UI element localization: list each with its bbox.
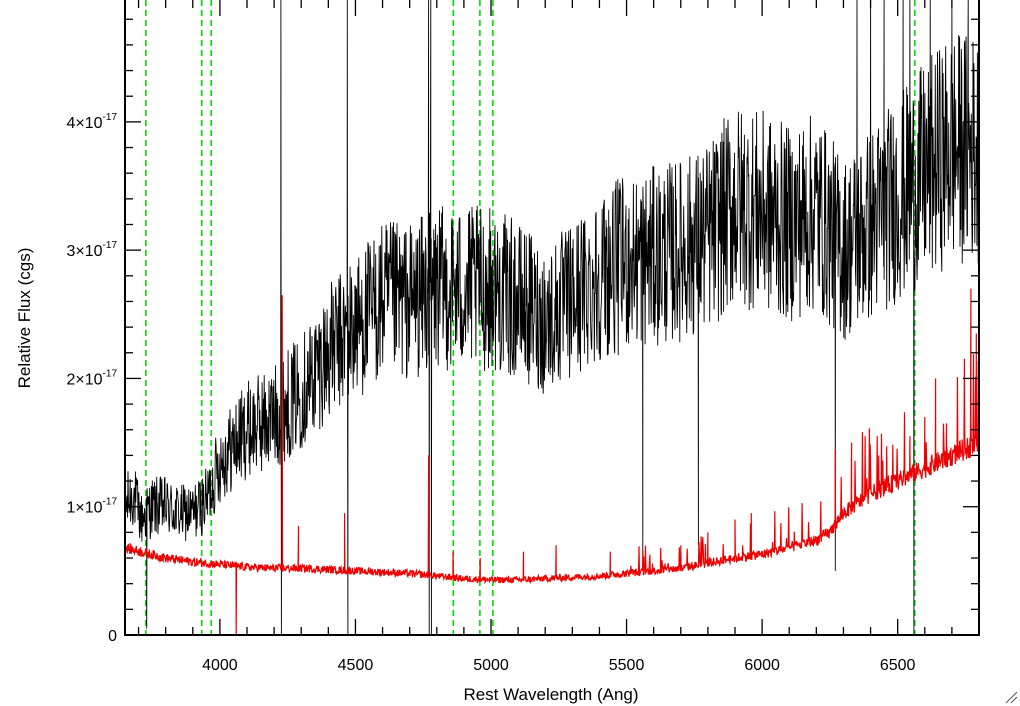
x-tick-label: 6500	[880, 657, 916, 674]
x-axis-title: Rest Wavelength (Ang)	[463, 685, 638, 704]
y-tick-label: 2×10-17	[67, 368, 118, 388]
y-tick-label: 1×10-17	[67, 497, 118, 517]
y-tick-label: 0	[108, 628, 117, 645]
series-line-1	[125, 288, 979, 635]
y-axis-title: Relative Flux (cgs)	[15, 248, 34, 389]
x-tick-label: 4500	[338, 657, 374, 674]
series-line-0	[125, 0, 979, 635]
axes-layer	[124, 0, 980, 636]
plot-frame	[124, 0, 980, 636]
x-tick-label: 6000	[744, 657, 780, 674]
series-0	[125, 0, 979, 635]
x-tick-label: 5500	[609, 657, 645, 674]
tick-labels: 4000 4500 5000 5500 6000 6500 0 1×10-17 2×10-17 3…	[67, 112, 916, 674]
series-layer	[125, 0, 979, 635]
series-1	[125, 288, 979, 635]
y-tick-label: 3×10-17	[67, 240, 118, 260]
y-tick-label: 4×10-17	[67, 112, 118, 132]
resize-grip-icon[interactable]	[1004, 690, 1018, 704]
reference-lines	[145, 0, 916, 635]
x-tick-label: 5000	[473, 657, 509, 674]
x-tick-label: 4000	[202, 657, 238, 674]
